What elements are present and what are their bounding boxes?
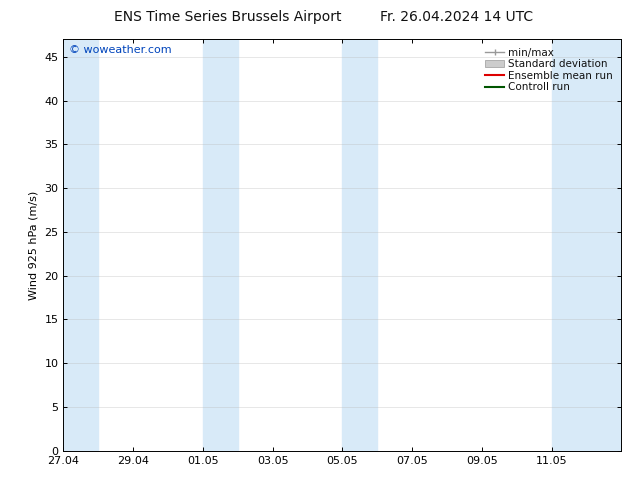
Text: © woweather.com: © woweather.com <box>69 46 172 55</box>
Bar <box>203 39 238 451</box>
Legend: min/max, Standard deviation, Ensemble mean run, Controll run: min/max, Standard deviation, Ensemble me… <box>482 45 616 96</box>
Text: ENS Time Series Brussels Airport: ENS Time Series Brussels Airport <box>115 10 342 24</box>
Text: Fr. 26.04.2024 14 UTC: Fr. 26.04.2024 14 UTC <box>380 10 533 24</box>
Bar <box>63 39 98 451</box>
Bar <box>552 39 621 451</box>
Bar <box>342 39 377 451</box>
Y-axis label: Wind 925 hPa (m/s): Wind 925 hPa (m/s) <box>29 191 39 299</box>
